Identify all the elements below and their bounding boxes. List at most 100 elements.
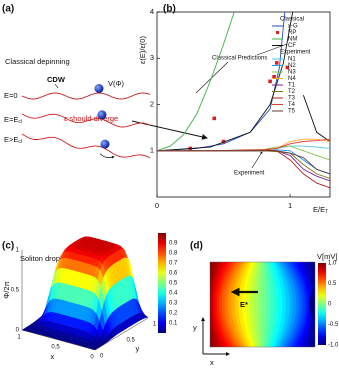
legend-label: N3 [288, 70, 296, 76]
data-line [157, 12, 235, 152]
data-point [274, 61, 279, 65]
panel-label: (c) [2, 241, 14, 252]
y-tick-label: 0.5 [127, 338, 136, 344]
y-tick-label: 3 [150, 53, 154, 62]
x-axis-label-main: E/E [313, 205, 325, 214]
annotation: Experiment [234, 171, 265, 177]
state-label-main: E=E [4, 115, 18, 124]
x-tick-label: 1 [288, 201, 292, 210]
x-tick-label: 0.5 [51, 345, 60, 351]
potential-wave [21, 133, 151, 159]
legend-label: x-G [288, 24, 298, 30]
cdw-ball [94, 84, 104, 93]
colorbar-tick-label: 0 [328, 302, 332, 308]
annotation-line [251, 151, 263, 169]
map-frame [209, 261, 316, 348]
y-tick-label: 1 [153, 322, 157, 328]
x-axis-label: E/ET [313, 205, 328, 215]
legend-label: RP [288, 30, 296, 36]
y-axis-label: ε(E)/ε(0) [138, 36, 147, 64]
z-tick-label: 0 [16, 328, 20, 334]
legend-group-title: Classical [280, 17, 304, 23]
state-label-main: E>E [4, 135, 18, 144]
y-tick-label: 0 [100, 354, 104, 360]
y-tick-label: 1 [150, 146, 154, 155]
x-tick-label: 1 [17, 335, 21, 341]
state-label-sub: cl [18, 119, 22, 125]
legend-label: N4 [288, 76, 296, 82]
potential-map [210, 262, 315, 347]
field-label: E* [240, 300, 248, 309]
colorbar [318, 263, 326, 345]
colorbar-tick-label: 0.6 [169, 271, 178, 277]
data-point [212, 116, 217, 121]
state-label: E=Ecl [4, 115, 22, 125]
colorbar-tick-label: 0.3 [169, 301, 178, 307]
pointer-arrow [131, 120, 208, 140]
motion-arrow [99, 153, 115, 159]
cdw-pointer [54, 83, 59, 89]
data-line [157, 149, 330, 189]
x-tick-label: 0 [155, 201, 159, 210]
legend-label: N2 [288, 63, 296, 69]
data-line [157, 12, 330, 152]
data-point [285, 65, 290, 70]
map-strip [309, 287, 315, 322]
panel-a-title: Classical depinning [5, 57, 70, 66]
y-tick-label: 4 [150, 7, 154, 16]
colorbar-tick-label: -0.5 [328, 322, 339, 328]
y-axis-label: y [136, 344, 140, 353]
legend-label: N1 [288, 57, 296, 63]
x-axis-label-sub: T [325, 209, 328, 215]
colorbar-tick-label: 0.4 [169, 291, 178, 297]
legend-group-title: Experiment [280, 50, 311, 56]
legend-label: T3 [288, 96, 296, 102]
state-label-main: E=0 [4, 91, 18, 100]
legend-label: NM [288, 37, 297, 43]
cdw-label: CDW [47, 75, 66, 84]
legend-label: T5 [288, 109, 296, 115]
annotation: Classical Predictions [212, 56, 267, 62]
diverge-note: ε should diverge [64, 114, 118, 123]
z-tick-label: 0.5 [11, 288, 20, 294]
legend-swatch [276, 31, 279, 34]
legend-label: CF [288, 43, 296, 49]
z-tick-label: 1 [16, 248, 20, 254]
state-label: E=0 [4, 91, 18, 100]
map-strip [210, 293, 211, 316]
map-strip [210, 288, 214, 321]
colorbar-tick-label: 0.5 [328, 281, 337, 287]
potential-wave [21, 92, 151, 100]
potential-label: V(Φ) [108, 79, 124, 88]
y-tick-label: 2 [150, 99, 154, 108]
panel-label: (b) [163, 4, 176, 15]
panel-label: (d) [190, 241, 203, 252]
cdw-ball [97, 110, 107, 120]
panel-label: (a) [2, 4, 14, 15]
x-axis-label: x [51, 352, 55, 361]
colorbar-tick-label: 0.9 [169, 241, 178, 247]
colorbar-tick-label: 0.1 [169, 321, 178, 327]
state-label-sub: cl [18, 139, 22, 145]
colorbar [158, 233, 166, 333]
colorbar-tick-label: 0.2 [169, 311, 178, 317]
state-label: E>Ecl [4, 135, 22, 145]
data-point [268, 79, 272, 84]
x-axis-label: x [210, 358, 214, 367]
map-strip [210, 292, 211, 317]
colorbar-tick-label: -1.0 [328, 343, 339, 349]
axis-line [21, 329, 96, 351]
data-line [157, 12, 286, 152]
colorbar-tick-label: 0.7 [169, 261, 178, 267]
legend-label: T1 [288, 83, 296, 89]
colorbar-tick-label: 1.0 [328, 261, 337, 267]
legend-label: T2 [288, 89, 296, 95]
plot-area [157, 12, 330, 189]
potential-wave [21, 113, 151, 128]
x-tick-label: 0 [90, 355, 94, 361]
colorbar-label: V[mV] [317, 252, 337, 261]
legend-label: T4 [288, 102, 296, 108]
cdw-ball [100, 139, 110, 149]
y-axis-label: y [193, 323, 197, 332]
